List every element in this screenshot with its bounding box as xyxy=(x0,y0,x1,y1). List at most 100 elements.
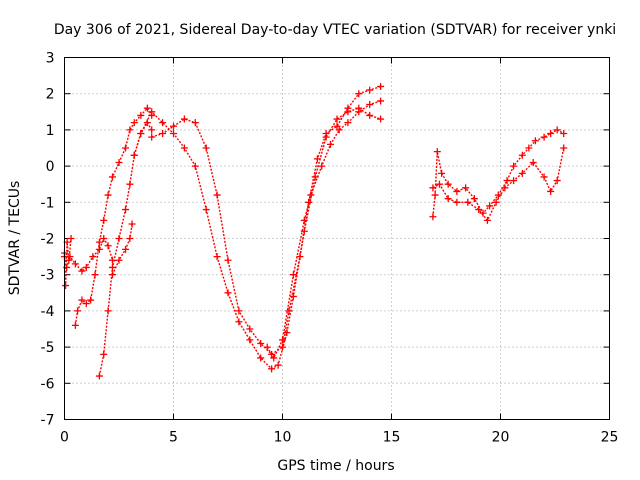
data-point xyxy=(257,354,265,362)
data-point xyxy=(159,119,167,127)
data-point xyxy=(279,336,286,344)
data-point xyxy=(71,321,79,329)
data-point xyxy=(104,307,112,315)
data-point xyxy=(268,365,276,373)
data-point xyxy=(296,253,304,261)
x-tick-label: 5 xyxy=(169,430,178,446)
data-point xyxy=(486,202,494,210)
data-point xyxy=(518,169,526,177)
data-point xyxy=(479,209,487,217)
y-tick-label: -3 xyxy=(41,268,55,284)
data-point xyxy=(444,180,452,188)
data-point xyxy=(377,97,385,105)
data-point xyxy=(274,361,282,369)
data-point xyxy=(283,329,291,337)
data-point xyxy=(126,235,134,242)
data-point xyxy=(540,173,548,181)
data-point xyxy=(444,195,452,203)
data-point xyxy=(82,263,90,271)
data-point xyxy=(483,216,491,224)
x-tick-label: 0 xyxy=(60,430,69,446)
data-point xyxy=(143,119,151,127)
data-point xyxy=(453,187,461,195)
x-tick-label: 25 xyxy=(601,430,619,446)
data-point xyxy=(429,213,437,221)
series-satellite-track-j xyxy=(429,144,568,224)
data-point xyxy=(285,307,293,315)
y-tick-label: 1 xyxy=(46,123,55,139)
data-point xyxy=(289,292,297,300)
data-point xyxy=(213,191,221,199)
series-satellite-track-b xyxy=(61,235,75,290)
series-trace xyxy=(63,236,114,273)
data-point xyxy=(148,108,156,116)
data-point xyxy=(333,115,341,123)
data-point xyxy=(170,130,177,138)
data-point xyxy=(470,195,478,203)
data-point xyxy=(65,256,73,264)
data-point xyxy=(91,271,99,279)
y-axis-label: SDTVAR / TECUs xyxy=(7,181,23,296)
data-point xyxy=(122,206,130,214)
data-point xyxy=(78,296,86,304)
data-point xyxy=(503,177,511,185)
data-point xyxy=(438,169,446,177)
data-point xyxy=(202,206,210,214)
data-point xyxy=(313,155,321,163)
data-point xyxy=(300,216,308,224)
data-point xyxy=(510,162,518,170)
data-point xyxy=(122,245,130,253)
data-point xyxy=(355,108,363,116)
data-point xyxy=(108,271,116,279)
data-point xyxy=(191,119,199,127)
data-point xyxy=(122,144,130,152)
series-satellite-track-c xyxy=(71,104,156,329)
data-point xyxy=(224,289,232,297)
plot-frame xyxy=(64,57,610,420)
data-point xyxy=(289,271,297,279)
data-point xyxy=(87,296,95,304)
data-point xyxy=(67,235,75,242)
series-trace xyxy=(74,107,153,326)
data-point xyxy=(335,126,343,134)
data-point xyxy=(279,343,286,351)
data-point xyxy=(510,177,518,185)
data-point xyxy=(148,126,156,134)
data-point xyxy=(433,148,441,156)
data-point xyxy=(128,220,136,228)
data-point xyxy=(453,198,461,206)
data-point xyxy=(462,184,470,192)
data-point xyxy=(95,372,103,380)
x-axis-label: GPS time / hours xyxy=(277,458,394,474)
data-point xyxy=(213,253,221,261)
data-point xyxy=(435,180,443,188)
y-tick-label: -4 xyxy=(41,304,55,320)
data-point xyxy=(525,144,533,152)
data-point xyxy=(322,130,330,138)
data-point xyxy=(62,282,70,290)
y-tick-label: 3 xyxy=(46,51,55,67)
data-point xyxy=(130,119,138,127)
series-layer xyxy=(61,82,568,380)
data-point xyxy=(318,162,326,170)
data-point xyxy=(115,235,123,242)
data-point xyxy=(191,162,199,170)
data-point xyxy=(148,133,156,141)
data-point xyxy=(159,130,167,138)
data-point xyxy=(326,140,334,148)
y-tick-label: -2 xyxy=(41,232,55,248)
y-tick-label: -5 xyxy=(41,340,55,356)
data-point xyxy=(126,180,134,188)
data-point xyxy=(377,82,385,90)
x-tick-label: 20 xyxy=(492,430,510,446)
data-point xyxy=(202,144,210,152)
data-point xyxy=(366,111,374,119)
data-point xyxy=(377,115,385,123)
data-point xyxy=(307,191,315,199)
y-tick-label: 0 xyxy=(46,159,55,175)
data-point xyxy=(547,130,555,138)
x-tick-label: 15 xyxy=(383,430,401,446)
data-point xyxy=(78,267,86,275)
series-satellite-track-e xyxy=(108,220,136,279)
